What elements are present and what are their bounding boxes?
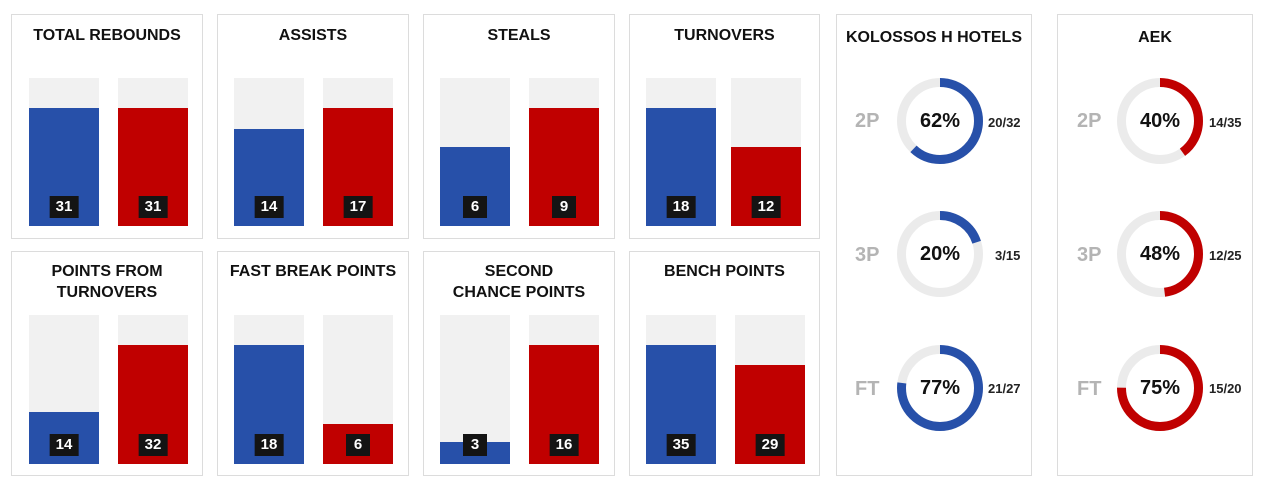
away-bar: 9 [529, 78, 599, 226]
home-value: 18 [666, 196, 696, 218]
stat-title: TOTAL REBOUNDS [33, 27, 181, 44]
shot-label-2p: 2P [1077, 110, 1102, 132]
stat-title: BENCH POINTS [664, 263, 785, 280]
away-value: 32 [138, 434, 168, 456]
away-value: 29 [755, 434, 785, 456]
donut-ft: 75% [1116, 344, 1204, 432]
pct-ft: 77% [919, 377, 961, 399]
stat-title: TURNOVERS [674, 27, 775, 44]
donut-ring [1117, 211, 1203, 297]
stat-title: SECOND CHANCE POINTS [452, 263, 586, 301]
away-value: 16 [549, 434, 579, 456]
made-attempted-ft: 21/27 [988, 381, 1021, 396]
away-bar: 17 [323, 78, 393, 226]
shot-label-ft: FT [1077, 378, 1102, 400]
made-attempted-3p: 3/15 [995, 248, 1021, 263]
made-attempted-2p: 14/35 [1209, 115, 1242, 130]
donut-ring [897, 211, 983, 297]
home-bar: 31 [29, 78, 99, 226]
donut-ring [1117, 78, 1203, 164]
home-value: 31 [49, 196, 79, 218]
made-attempted-3p: 12/25 [1209, 248, 1242, 263]
pct-2p: 40% [1139, 110, 1181, 132]
donut-arc [897, 345, 983, 431]
stat-title: ASSISTS [278, 27, 348, 44]
home-value: 35 [666, 434, 696, 456]
donut-arc [1117, 345, 1203, 431]
donut-3p: 20% [896, 210, 984, 298]
pct-ft: 75% [1139, 377, 1181, 399]
away-bar: 6 [323, 315, 393, 464]
team-name: KOLOSSOS H HOTELS [845, 29, 1022, 46]
home-value: 6 [463, 196, 487, 218]
team-name: AEK [1138, 29, 1172, 46]
made-attempted-ft: 15/20 [1209, 381, 1242, 396]
away-value: 9 [552, 196, 576, 218]
home-bar: 18 [646, 78, 716, 226]
donut-arc [897, 211, 983, 297]
away-bar: 16 [529, 315, 599, 464]
stat-title: STEALS [487, 27, 551, 44]
donut-3p: 48% [1116, 210, 1204, 298]
stat-card-total-rebounds: TOTAL REBOUNDS 31 31 [11, 14, 203, 239]
home-value: 14 [49, 434, 79, 456]
away-bar: 31 [118, 78, 188, 226]
away-bar: 29 [735, 315, 805, 464]
stat-title: FAST BREAK POINTS [229, 263, 397, 280]
home-bar: 14 [234, 78, 304, 226]
shot-label-ft: FT [855, 378, 880, 400]
stat-card-assists: ASSISTS 14 17 [217, 14, 409, 239]
donut-arc [1117, 211, 1203, 297]
donut-2p: 40% [1116, 77, 1204, 165]
away-value: 31 [138, 196, 168, 218]
stat-card-steals: STEALS 6 9 [423, 14, 615, 239]
team-card-away: AEK 2P 40% 14/35 3P 48% 12/25 FT 75% 15/… [1057, 14, 1253, 476]
made-attempted-2p: 20/32 [988, 115, 1021, 130]
stat-title: POINTS FROM TURNOVERS [51, 263, 163, 301]
team-card-home: KOLOSSOS H HOTELS 2P 62% 20/32 3P 20% 3/… [836, 14, 1032, 476]
stat-card-turnovers: TURNOVERS 18 12 [629, 14, 820, 239]
shot-label-3p: 3P [855, 244, 880, 266]
pct-3p: 48% [1139, 243, 1181, 265]
home-value: 14 [254, 196, 284, 218]
shot-label-2p: 2P [855, 110, 880, 132]
home-value: 3 [463, 434, 487, 456]
donut-arc [1117, 78, 1203, 164]
away-value: 17 [343, 196, 373, 218]
shot-label-3p: 3P [1077, 244, 1102, 266]
home-bar: 35 [646, 315, 716, 464]
pct-2p: 62% [919, 110, 961, 132]
donut-ring [897, 345, 983, 431]
stat-card-second-chance-points: SECOND CHANCE POINTS 3 16 [423, 251, 615, 476]
home-bar: 18 [234, 315, 304, 464]
away-bar: 12 [731, 78, 801, 226]
donut-arc [897, 78, 983, 164]
home-bar: 6 [440, 78, 510, 226]
stat-card-points-from-turnovers: POINTS FROM TURNOVERS 14 32 [11, 251, 203, 476]
home-bar: 14 [29, 315, 99, 464]
stat-card-bench-points: BENCH POINTS 35 29 [629, 251, 820, 476]
donut-ft: 77% [896, 344, 984, 432]
donut-2p: 62% [896, 77, 984, 165]
donut-ring [1117, 345, 1203, 431]
home-value: 18 [254, 434, 284, 456]
away-value: 12 [751, 196, 781, 218]
stat-card-fast-break-points: FAST BREAK POINTS 18 6 [217, 251, 409, 476]
donut-ring [897, 78, 983, 164]
away-bar: 32 [118, 315, 188, 464]
away-value: 6 [346, 434, 370, 456]
pct-3p: 20% [919, 243, 961, 265]
home-bar: 3 [440, 315, 510, 464]
